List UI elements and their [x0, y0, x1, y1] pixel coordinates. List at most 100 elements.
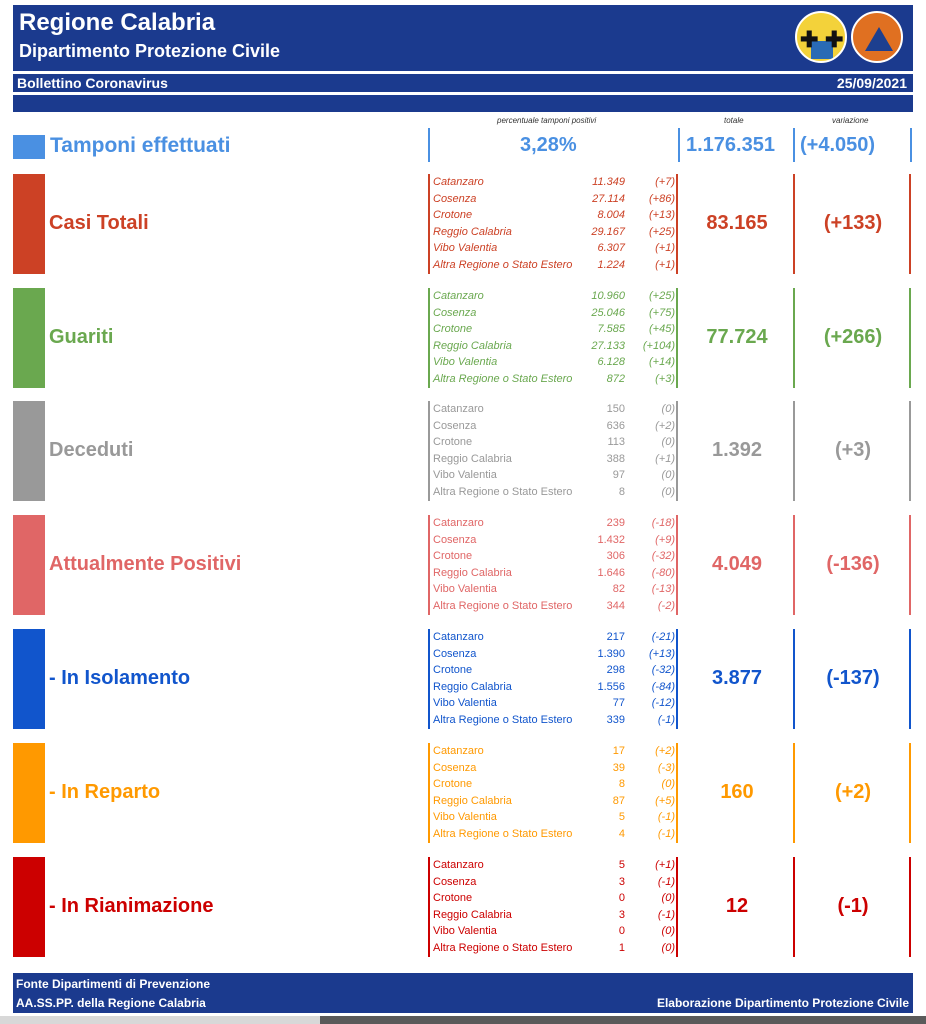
tamponi-percent: 3,28% — [520, 134, 577, 156]
tamponi-variation: (+4.050) — [800, 134, 876, 156]
province-delta: (+13) — [649, 209, 675, 222]
province-table: Catanzaro 5 (+1) Cosenza 3 (-1) Crotone 0 (0) Reg… — [433, 859, 685, 959]
province-value: 0 — [618, 925, 625, 938]
divider — [676, 629, 678, 729]
divider — [676, 174, 678, 274]
table-row: Vibo Valentia 5 (-1) — [433, 811, 685, 828]
province-name: Altra Regione o Stato Estero — [433, 485, 573, 498]
province-value: 8 — [618, 778, 625, 791]
table-row: Reggio Calabria 87 (+5) — [433, 795, 685, 812]
divider — [676, 288, 678, 388]
province-name: Vibo Valentia — [433, 697, 497, 710]
table-row: Catanzaro 150 (0) — [433, 403, 685, 420]
divider — [793, 629, 795, 729]
divider — [428, 743, 430, 843]
province-value: 636 — [606, 419, 625, 432]
table-row: Catanzaro 239 (-18) — [433, 517, 685, 534]
section-label: Guariti — [49, 326, 114, 348]
table-row: Reggio Calabria 1.646 (-80) — [433, 567, 685, 584]
bulletin-bar: Bollettino Coronavirus 25/09/2021 — [13, 74, 913, 92]
table-row: Vibo Valentia 0 (0) — [433, 925, 685, 942]
divider — [909, 288, 911, 388]
section-6: - In Rianimazione Catanzaro 5 (+1) Cosenza 3 (… — [13, 857, 913, 957]
province-value: 150 — [606, 403, 625, 415]
section-label: Casi Totali — [49, 212, 149, 234]
divider — [909, 515, 911, 615]
table-row: Vibo Valentia 6.128 (+14) — [433, 356, 685, 373]
table-row: Crotone 298 (-32) — [433, 664, 685, 681]
province-delta: (-1) — [657, 875, 675, 888]
province-value: 298 — [606, 664, 625, 677]
province-delta: (0) — [661, 778, 675, 791]
section-variation: (-1) — [837, 895, 869, 917]
province-name: Altra Regione o Stato Estero — [433, 599, 573, 612]
divider — [793, 174, 795, 274]
section-3: Attualmente Positivi Catanzaro 239 (-18) Cos… — [13, 515, 913, 615]
province-name: Reggio Calabria — [433, 794, 512, 807]
province-name: Reggio Calabria — [433, 680, 512, 693]
province-value: 217 — [606, 631, 625, 643]
table-row: Cosenza 25.046 (+75) — [433, 307, 685, 324]
department-subtitle: Dipartimento Protezione Civile — [19, 41, 281, 61]
province-delta: (0) — [661, 436, 675, 449]
divider — [676, 743, 678, 843]
province-name: Cosenza — [433, 192, 477, 205]
province-delta: (+25) — [649, 225, 675, 238]
province-delta: (-21) — [651, 631, 675, 643]
divider — [793, 857, 795, 957]
header-banner: Regione Calabria Dipartimento Protezione… — [13, 5, 913, 71]
province-table: Catanzaro 10.960 (+25) Cosenza 25.046 (+75) Cr… — [433, 290, 685, 390]
divider — [676, 857, 678, 957]
table-row: Catanzaro 5 (+1) — [433, 859, 685, 876]
province-name: Vibo Valentia — [433, 583, 497, 596]
province-value: 239 — [606, 517, 625, 529]
divider — [793, 128, 795, 162]
province-value: 5 — [618, 859, 625, 871]
table-row: Cosenza 636 (+2) — [433, 420, 685, 437]
divider — [793, 515, 795, 615]
section-total: 77.724 — [706, 326, 768, 348]
province-name: Crotone — [433, 664, 473, 677]
province-name: Catanzaro — [433, 290, 484, 302]
footer-source-line2: AA.SS.PP. della Regione Calabria — [16, 996, 206, 1010]
province-value: 113 — [607, 436, 625, 449]
province-delta: (+7) — [655, 176, 675, 188]
section-4: - In Isolamento Catanzaro 217 (-21) Cosenza 1… — [13, 629, 913, 729]
table-row: Crotone 8.004 (+13) — [433, 209, 685, 226]
province-delta: (+86) — [649, 192, 675, 205]
section-color-square — [13, 857, 45, 957]
province-name: Catanzaro — [433, 517, 484, 529]
province-value: 339 — [606, 713, 625, 726]
divider — [428, 515, 430, 615]
province-delta: (+2) — [655, 745, 675, 757]
table-row: Crotone 113 (0) — [433, 436, 685, 453]
province-table: Catanzaro 11.349 (+7) Cosenza 27.114 (+86) Cro… — [433, 176, 685, 276]
province-value: 1.556 — [597, 680, 625, 693]
province-name: Catanzaro — [433, 176, 484, 188]
province-delta: (-32) — [651, 664, 675, 677]
section-label: - In Rianimazione — [49, 895, 214, 917]
divider — [909, 629, 911, 729]
section-total: 83.165 — [706, 212, 768, 234]
table-row: Altra Regione o Stato Estero 872 (+3) — [433, 373, 685, 390]
province-name: Crotone — [433, 778, 473, 791]
province-value: 1.390 — [597, 647, 625, 660]
section-variation: (-136) — [826, 553, 880, 575]
table-row: Crotone 8 (0) — [433, 778, 685, 795]
bulletin-name: Bollettino Coronavirus — [17, 75, 168, 91]
header-divider-bar — [13, 95, 913, 112]
divider — [428, 629, 430, 729]
province-name: Cosenza — [433, 306, 477, 319]
bottom-strip-dark — [320, 1016, 926, 1024]
province-delta: (+45) — [649, 323, 675, 336]
section-variation: (+2) — [834, 781, 872, 803]
section-total: 1.392 — [711, 439, 763, 461]
section-total: 4.049 — [711, 553, 763, 575]
table-row: Cosenza 1.390 (+13) — [433, 648, 685, 665]
table-row: Cosenza 3 (-1) — [433, 876, 685, 893]
table-row: Reggio Calabria 29.167 (+25) — [433, 226, 685, 243]
table-row: Altra Regione o Stato Estero 8 (0) — [433, 486, 685, 503]
section-1: Guariti Catanzaro 10.960 (+25) Cosenza 25.046… — [13, 288, 913, 388]
province-value: 82 — [612, 583, 625, 596]
province-delta: (0) — [661, 403, 675, 415]
